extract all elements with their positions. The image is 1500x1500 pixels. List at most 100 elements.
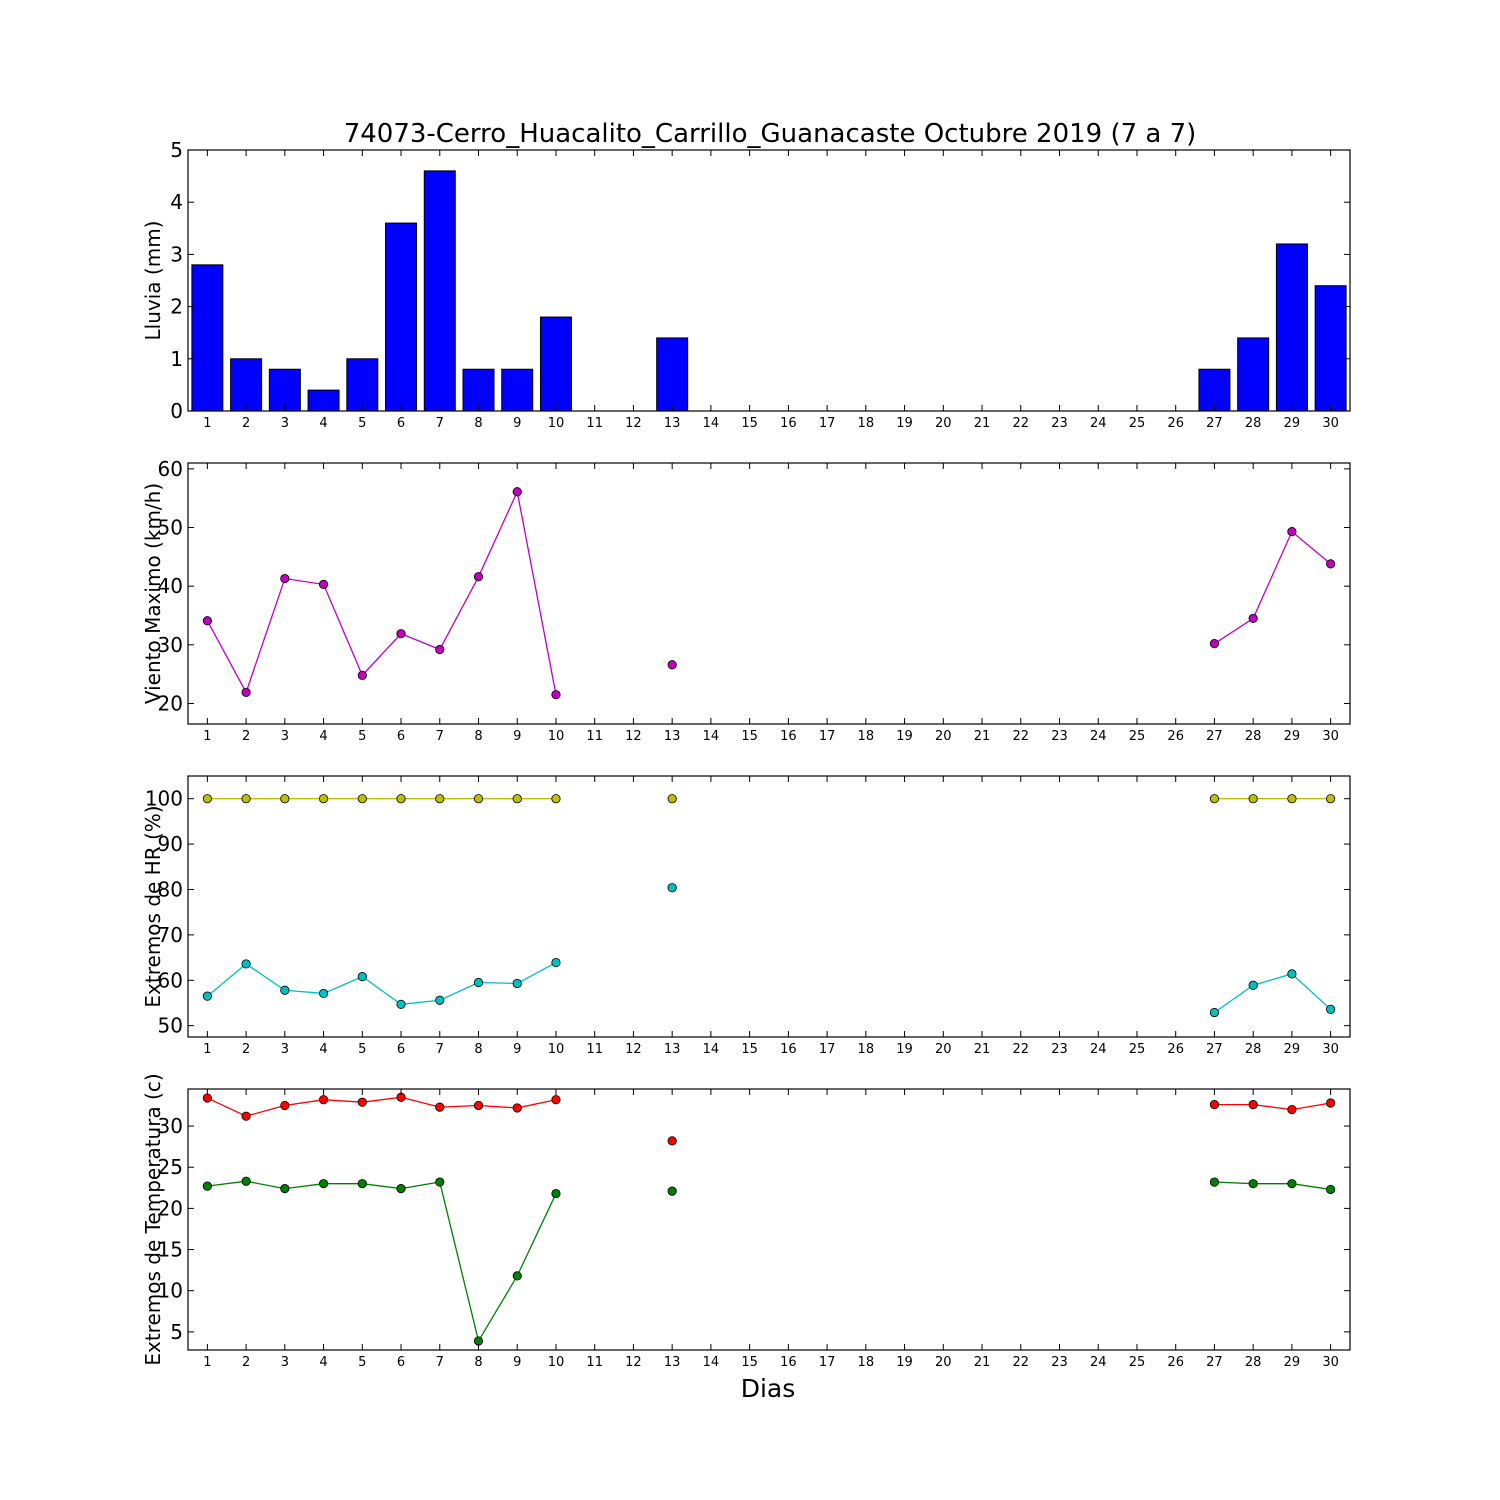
x-tick-label: 20 xyxy=(935,729,952,744)
x-tick-label: 2 xyxy=(242,1355,250,1370)
x-tick-label: 26 xyxy=(1167,1042,1184,1057)
y-tick-label: 30 xyxy=(158,633,183,657)
series-1-point-day-5 xyxy=(357,794,367,804)
series-2-point-day-4 xyxy=(318,988,329,999)
y-tick-label: 4 xyxy=(170,190,183,214)
bar-day-3 xyxy=(268,368,301,412)
x-tick-label: 24 xyxy=(1090,416,1107,431)
x-tick-label: 11 xyxy=(586,1042,603,1057)
x-tick-label: 17 xyxy=(819,416,836,431)
x-tick-label: 7 xyxy=(436,416,444,431)
plot-frame xyxy=(187,462,1351,725)
series-1-point-day-27 xyxy=(1209,1100,1220,1110)
x-tick-label: 3 xyxy=(281,729,289,744)
bar-day-2 xyxy=(230,358,263,412)
series-1-point-day-29 xyxy=(1287,527,1297,537)
x-tick-label: 30 xyxy=(1322,729,1339,744)
x-tick-label: 21 xyxy=(974,416,991,431)
y-tick-label: 3 xyxy=(170,242,183,266)
x-tick-label: 12 xyxy=(625,1355,642,1370)
x-tick-label: 2 xyxy=(242,729,250,744)
x-tick-label: 9 xyxy=(513,1355,521,1370)
x-tick-label: 6 xyxy=(397,729,405,744)
x-tick-label: 21 xyxy=(974,1355,991,1370)
series-2-point-day-2 xyxy=(241,959,251,969)
x-tick-label: 14 xyxy=(703,416,720,431)
series-1-point-day-9 xyxy=(512,487,522,497)
series-2-line-segment xyxy=(1214,973,1332,1014)
x-tick-label: 2 xyxy=(242,1042,250,1057)
series-1-point-day-2 xyxy=(241,1111,251,1121)
x-tick-label: 16 xyxy=(780,729,797,744)
x-tick-label: 5 xyxy=(358,1355,366,1370)
series-1-point-day-29 xyxy=(1287,1104,1297,1115)
series-2-point-day-3 xyxy=(280,985,290,995)
bar-day-30 xyxy=(1314,285,1347,412)
series-1-point-day-7 xyxy=(435,1102,445,1112)
series-1-point-day-30 xyxy=(1326,1098,1336,1108)
series-1-point-day-5 xyxy=(357,670,367,680)
x-tick-label: 12 xyxy=(625,729,642,744)
x-tick-label: 29 xyxy=(1284,1042,1301,1057)
series-1-point-day-9 xyxy=(512,794,522,804)
x-tick-label: 9 xyxy=(513,729,521,744)
series-2-point-day-5 xyxy=(357,1179,367,1189)
chart-title: 74073-Cerro_Huacalito_Carrillo_Guanacast… xyxy=(344,119,1197,149)
x-tick-label: 19 xyxy=(896,1042,913,1057)
x-tick-label: 28 xyxy=(1245,1042,1262,1057)
series-1-point-day-2 xyxy=(241,794,251,804)
x-tick-label: 11 xyxy=(586,416,603,431)
x-tick-label: 8 xyxy=(474,1355,482,1370)
series-1-point-day-27 xyxy=(1209,639,1220,649)
x-tick-label: 17 xyxy=(819,729,836,744)
bar-day-5 xyxy=(346,358,379,412)
series-1-point-day-29 xyxy=(1287,794,1297,804)
x-tick-label: 14 xyxy=(703,1355,720,1370)
bar-day-1 xyxy=(191,264,224,412)
plot-frame xyxy=(187,1088,1351,1351)
series-1-point-day-9 xyxy=(512,1103,522,1113)
series-2-point-day-9 xyxy=(512,978,522,989)
x-tick-label: 1 xyxy=(203,416,211,431)
series-1-point-day-5 xyxy=(357,1097,367,1107)
series-2-point-day-28 xyxy=(1248,1179,1258,1189)
series-1-point-day-7 xyxy=(435,794,445,804)
x-tick-label: 23 xyxy=(1051,416,1068,431)
series-1-point-day-10 xyxy=(551,794,561,804)
series-2-point-day-10 xyxy=(551,957,561,968)
series-2-point-day-29 xyxy=(1287,969,1297,979)
series-2-point-day-2 xyxy=(241,1176,251,1186)
bar-day-6 xyxy=(385,222,418,412)
series-1-point-day-2 xyxy=(241,687,251,697)
series-1-point-day-8 xyxy=(473,572,484,582)
series-2-point-day-5 xyxy=(357,972,367,982)
x-tick-label: 12 xyxy=(625,1042,642,1057)
x-tick-label: 18 xyxy=(858,1042,875,1057)
x-tick-label: 5 xyxy=(358,729,366,744)
x-tick-label: 20 xyxy=(935,1355,952,1370)
series-2-point-day-29 xyxy=(1287,1179,1297,1189)
x-tick-label: 5 xyxy=(358,416,366,431)
series-2-point-day-27 xyxy=(1209,1177,1220,1187)
x-tick-label: 21 xyxy=(974,1042,991,1057)
plot-frame xyxy=(187,775,1351,1038)
x-tick-label: 8 xyxy=(474,729,482,744)
x-tick-label: 13 xyxy=(664,1355,681,1370)
series-1-point-day-28 xyxy=(1248,1100,1258,1110)
x-tick-label: 19 xyxy=(896,416,913,431)
x-tick-label: 23 xyxy=(1051,1042,1068,1057)
x-tick-label: 30 xyxy=(1322,1355,1339,1370)
x-tick-label: 30 xyxy=(1322,416,1339,431)
series-2-point-day-8 xyxy=(473,977,484,988)
x-tick-label: 17 xyxy=(819,1042,836,1057)
x-tick-label: 13 xyxy=(664,416,681,431)
x-tick-label: 6 xyxy=(397,416,405,431)
x-tick-label: 3 xyxy=(281,1355,289,1370)
series-1-point-day-30 xyxy=(1326,559,1336,569)
bar-day-9 xyxy=(501,368,534,412)
x-tick-label: 29 xyxy=(1284,729,1301,744)
series-1-point-day-28 xyxy=(1248,613,1258,624)
series-2-point-day-6 xyxy=(396,1184,406,1194)
y-tick-label: 50 xyxy=(158,1014,183,1038)
